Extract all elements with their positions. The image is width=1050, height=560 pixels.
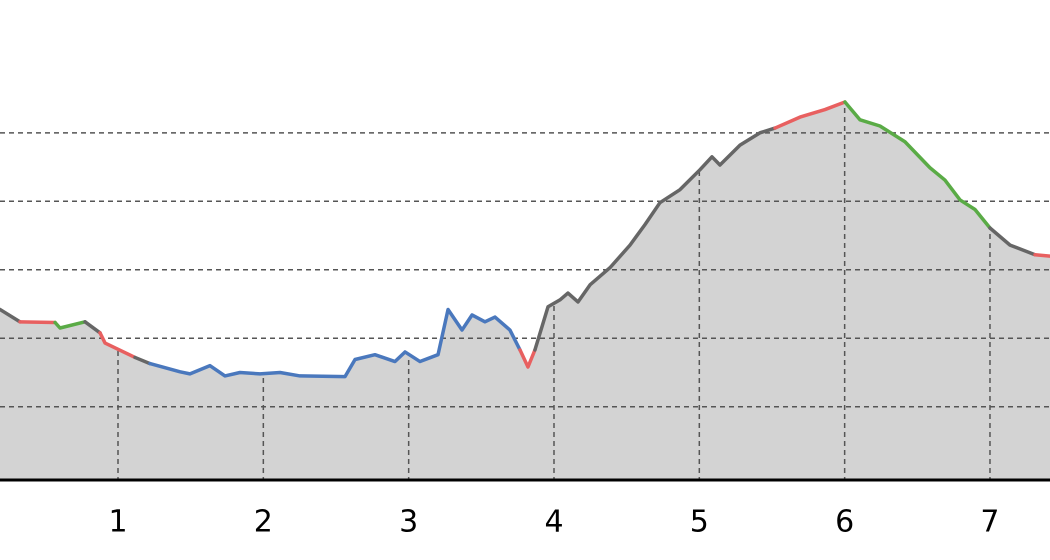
profile-line [0,307,22,324]
profile-line [18,320,57,325]
x-tick-label: 6 [835,505,854,540]
profile-line [83,320,102,335]
profile-line [98,331,137,360]
profile-line [518,348,537,369]
profile-line [988,226,1037,257]
x-tick-label: 2 [254,505,273,540]
x-tick-label: 7 [980,505,999,540]
profile-line [148,307,522,379]
x-tick-label: 4 [544,505,563,540]
profile-line [773,100,847,130]
x-tick-label: 5 [690,505,709,540]
x-tick-label: 3 [399,505,418,540]
profile-line [133,355,152,366]
profile-line [1033,252,1050,258]
profile-line [533,126,777,352]
area-fill [0,102,1050,480]
x-tick-label: 1 [108,505,127,540]
profile-line [843,100,992,230]
profile-line [53,320,87,330]
